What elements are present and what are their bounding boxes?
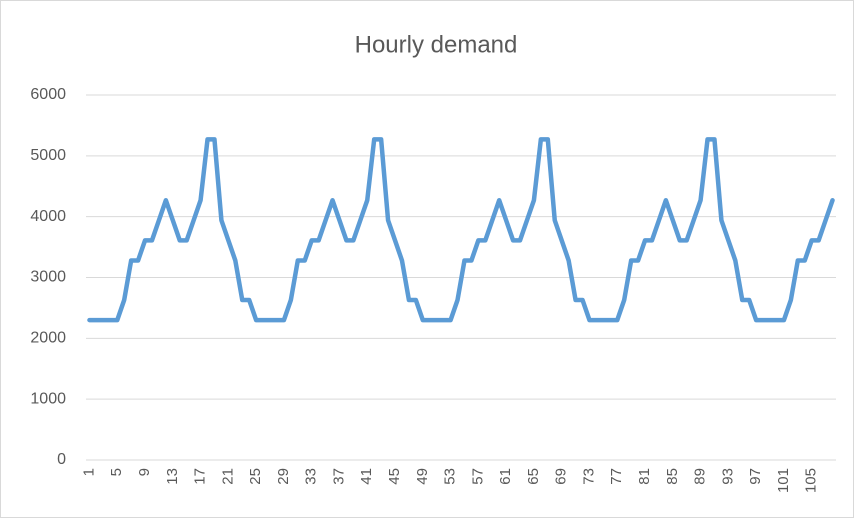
x-tick-label: 69 xyxy=(553,468,570,485)
y-tick-label: 2000 xyxy=(30,330,66,347)
x-tick-label: 85 xyxy=(664,468,681,485)
x-tick-label: 97 xyxy=(747,468,764,485)
x-tick-label: 93 xyxy=(719,468,736,485)
x-tick-label: 101 xyxy=(775,468,792,493)
x-tick-label: 57 xyxy=(469,468,486,485)
x-tick-label: 61 xyxy=(497,468,514,485)
x-tick-label: 89 xyxy=(692,468,709,485)
chart-title: Hourly demand xyxy=(355,31,518,58)
y-tick-label: 0 xyxy=(57,451,66,468)
y-tick-label: 4000 xyxy=(30,208,66,225)
x-tick-label: 5 xyxy=(108,468,125,476)
x-tick-label: 41 xyxy=(358,468,375,485)
line-series xyxy=(87,137,835,323)
x-tick-label: 65 xyxy=(525,468,542,485)
x-tick-label: 53 xyxy=(442,468,459,485)
y-tick-label: 6000 xyxy=(30,86,66,103)
x-tick-label: 33 xyxy=(303,468,320,485)
x-tick-label: 49 xyxy=(414,468,431,485)
y-tick-label: 3000 xyxy=(30,269,66,286)
x-tick-label: 77 xyxy=(608,468,625,485)
y-tick-label: 1000 xyxy=(30,390,66,407)
x-tick-label: 105 xyxy=(803,468,820,493)
x-tick-label: 21 xyxy=(219,468,236,485)
x-tick-label: 37 xyxy=(330,468,347,485)
x-tick-label: 29 xyxy=(275,468,292,485)
x-tick-label: 17 xyxy=(192,468,209,485)
x-tick-label: 81 xyxy=(636,468,653,485)
x-tick-label: 73 xyxy=(580,468,597,485)
x-tick-label: 13 xyxy=(164,468,181,485)
x-tick-label: 1 xyxy=(80,468,97,476)
y-tick-label: 5000 xyxy=(30,147,66,164)
x-tick-label: 9 xyxy=(136,468,153,476)
x-tick-label: 25 xyxy=(247,468,264,485)
x-tick-label: 45 xyxy=(386,468,403,485)
